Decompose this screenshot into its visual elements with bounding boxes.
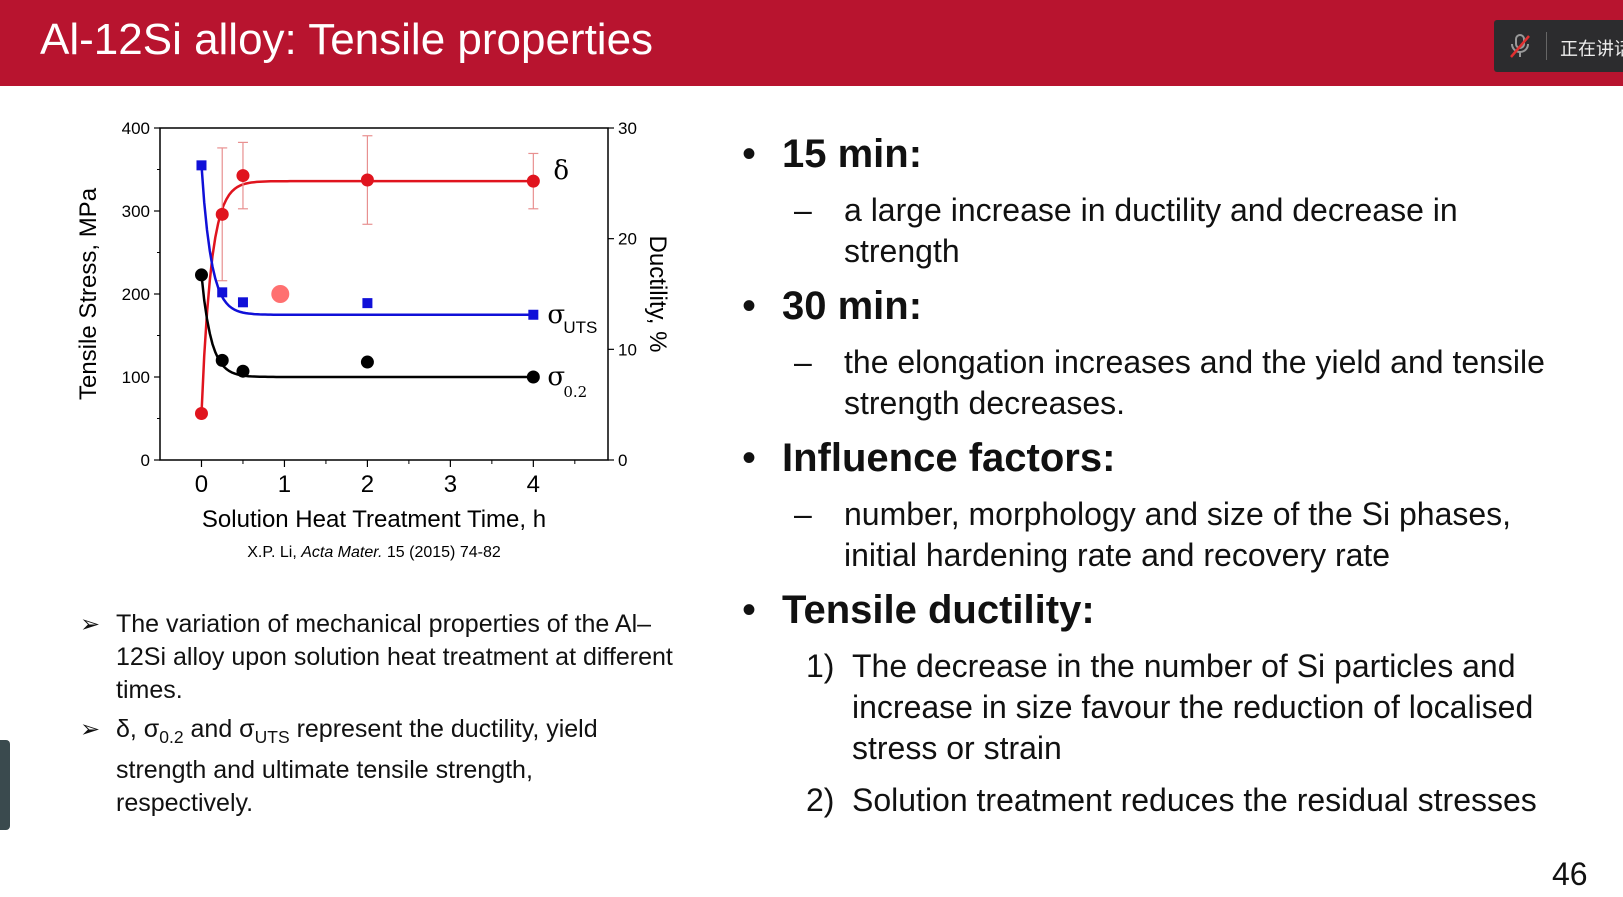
label-uts-subscript: UTS xyxy=(563,318,597,337)
slide-title: Al-12Si alloy: Tensile properties xyxy=(40,15,654,64)
side-panel-handle[interactable] xyxy=(0,740,10,830)
dash-marker: – xyxy=(794,344,812,380)
x-tick-label: 3 xyxy=(444,471,457,498)
bullet-dot: • xyxy=(742,132,757,176)
data-point-uts xyxy=(237,297,248,308)
y-tick-label: 0 xyxy=(141,451,150,470)
bullet-30min-text: 30 min: xyxy=(782,284,923,328)
label-delta: δ xyxy=(553,156,569,186)
bullet-ductility: • Tensile ductility: xyxy=(742,586,1095,634)
data-point-uts xyxy=(196,160,207,171)
sub-30min-text: the elongation increases and the yield a… xyxy=(844,344,1545,421)
bullet-ductility-text: Tensile ductility: xyxy=(782,588,1095,632)
y-tick-label: 200 xyxy=(122,285,150,304)
y-axis-label: Tensile Stress, MPa xyxy=(75,187,102,400)
dash-marker: – xyxy=(794,192,812,228)
sub-influence-text: number, morphology and size of the Si ph… xyxy=(844,496,1512,573)
fit-curve-stress xyxy=(200,165,534,316)
bullet-15min-text: 15 min: xyxy=(782,132,923,176)
data-point-yield xyxy=(360,355,374,369)
ductility-item-1: 1) The decrease in the number of Si part… xyxy=(806,646,1582,769)
y2-tick-label: 20 xyxy=(618,230,637,249)
note-2-sub-uts: UTS xyxy=(254,727,290,747)
y-tick-label: 100 xyxy=(122,368,150,387)
note-2-part1: δ, σ xyxy=(116,715,160,743)
data-point-yield xyxy=(526,370,540,384)
y-tick-label: 400 xyxy=(122,119,150,138)
data-point-ductility xyxy=(360,173,374,187)
data-point-uts xyxy=(528,309,539,320)
chip-divider xyxy=(1546,32,1547,60)
x-axis-label: Solution Heat Treatment Time, h xyxy=(202,506,546,533)
y2-axis-label: Ductility, % xyxy=(644,236,671,353)
x-tick-label: 2 xyxy=(361,471,374,498)
y-tick-label: 300 xyxy=(122,202,150,221)
laser-pointer-dot xyxy=(271,285,290,303)
citation-author: X.P. Li, xyxy=(247,544,301,561)
data-point-ductility xyxy=(526,174,540,188)
y2-tick-label: 30 xyxy=(618,119,637,138)
page-number: 46 xyxy=(1552,856,1588,892)
x-tick-label: 0 xyxy=(195,471,208,498)
sub-influence: – number, morphology and size of the Si … xyxy=(794,494,1564,576)
sub-15min-text: a large increase in ductility and decrea… xyxy=(844,192,1458,269)
label-sigma-uts: σ xyxy=(547,300,565,330)
data-point-ductility xyxy=(194,407,208,421)
slide-header: Al-12Si alloy: Tensile properties 正在讲话 xyxy=(0,0,1623,86)
arrow-bullet-icon: ➢ xyxy=(80,716,101,743)
tensile-chart: 0 100 200 300 400 0 10 20 30 0 1 2 3 4 Solution Heat T… xyxy=(60,110,720,590)
note-2-part2: and σ xyxy=(183,715,255,743)
citation-journal: Acta Mater. xyxy=(300,544,387,561)
item-number: 1) xyxy=(806,648,835,684)
y2-tick-label: 0 xyxy=(618,451,627,470)
item-number: 2) xyxy=(806,782,835,818)
data-point-ductility xyxy=(215,207,229,221)
data-point-yield xyxy=(215,353,229,367)
x-tick-label: 4 xyxy=(527,471,540,498)
sub-15min: – a large increase in ductility and decr… xyxy=(794,190,1564,272)
sub-30min: – the elongation increases and the yield… xyxy=(794,342,1564,424)
bullet-30min: • 30 min: xyxy=(742,282,923,330)
y2-tick-label: 10 xyxy=(618,340,637,359)
note-2-part3: represent the ductility, yield strength … xyxy=(116,715,598,817)
citation: X.P. Li, Acta Mater. 15 (2015) 74-82 xyxy=(247,544,501,561)
bullet-15min: • 15 min: xyxy=(742,130,923,178)
fit-curve-stress xyxy=(200,274,534,379)
arrow-bullet-icon: ➢ xyxy=(80,611,101,638)
data-point-yield xyxy=(236,364,250,378)
label-yield-subscript: 0.2 xyxy=(563,383,587,401)
ductility-item-2: 2) Solution treatment reduces the residu… xyxy=(806,780,1582,821)
note-2: ➢ δ, σ0.2 and σUTS represent the ductili… xyxy=(80,713,676,820)
data-point-yield xyxy=(194,268,208,282)
note-1-text: The variation of mechanical properties o… xyxy=(116,610,673,704)
bullet-influence-text: Influence factors: xyxy=(782,436,1116,480)
bullet-dot: • xyxy=(742,436,757,480)
ductility-item-2-text: Solution treatment reduces the residual … xyxy=(852,782,1537,818)
label-sigma-yield: σ xyxy=(547,362,565,392)
speaking-status-text: 正在讲话 xyxy=(1560,39,1623,59)
mic-muted-icon[interactable] xyxy=(1508,33,1532,59)
data-point-ductility xyxy=(236,169,250,183)
ductility-item-1-text: The decrease in the number of Si particl… xyxy=(852,648,1534,766)
bullet-influence: • Influence factors: xyxy=(742,434,1116,482)
x-tick-label: 1 xyxy=(278,471,291,498)
speaking-indicator[interactable]: 正在讲话 xyxy=(1494,20,1623,72)
bullet-dot: • xyxy=(742,284,757,328)
citation-volume: 15 (2015) 74-82 xyxy=(387,544,501,561)
dash-marker: – xyxy=(794,496,812,532)
bullet-dot: • xyxy=(742,588,757,632)
note-2-sub-yield: 0.2 xyxy=(159,727,184,747)
data-point-uts xyxy=(362,298,373,309)
data-point-uts xyxy=(217,287,228,298)
note-1: ➢ The variation of mechanical properties… xyxy=(80,608,676,707)
